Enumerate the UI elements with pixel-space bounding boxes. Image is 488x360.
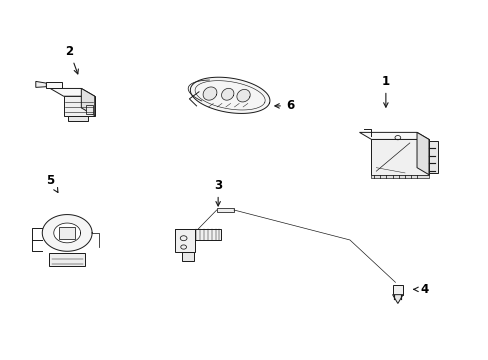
Polygon shape — [54, 223, 81, 243]
Text: 1: 1 — [381, 75, 389, 107]
Bar — [216, 207, 233, 212]
Polygon shape — [46, 82, 62, 89]
Text: 4: 4 — [413, 283, 427, 296]
Bar — [392, 285, 402, 294]
Polygon shape — [371, 139, 428, 175]
Polygon shape — [392, 294, 402, 303]
Bar — [371, 175, 428, 177]
Polygon shape — [175, 229, 195, 252]
Polygon shape — [236, 89, 250, 102]
Text: 5: 5 — [46, 174, 58, 193]
Text: 6: 6 — [274, 99, 294, 112]
Text: 3: 3 — [214, 179, 222, 206]
Polygon shape — [81, 89, 95, 116]
Polygon shape — [42, 215, 92, 251]
Polygon shape — [182, 252, 194, 261]
Bar — [59, 227, 75, 239]
Polygon shape — [63, 96, 95, 116]
Polygon shape — [190, 77, 269, 113]
Polygon shape — [416, 132, 428, 175]
Bar — [428, 141, 437, 173]
Polygon shape — [36, 81, 46, 87]
Text: 2: 2 — [65, 45, 78, 74]
Polygon shape — [68, 116, 87, 121]
Bar — [49, 253, 85, 266]
Polygon shape — [203, 87, 217, 100]
Polygon shape — [50, 89, 95, 96]
Polygon shape — [221, 88, 233, 100]
Polygon shape — [175, 229, 220, 240]
Polygon shape — [359, 132, 428, 139]
Bar — [86, 105, 93, 114]
